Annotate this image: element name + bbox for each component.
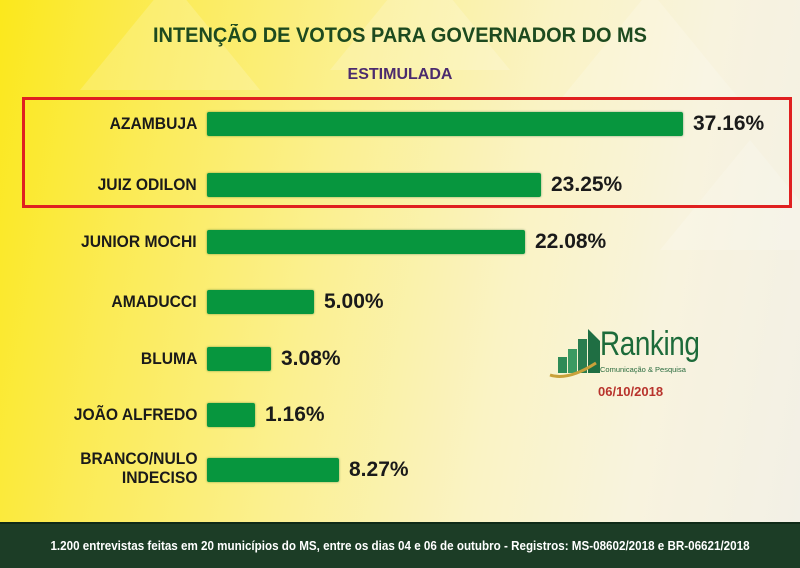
bar-value: 23.25% [551, 173, 623, 196]
bar-row-amaducci: AMADUCCI 5.00% [0, 289, 800, 315]
bar-value: 8.27% [349, 458, 409, 481]
chart-title: INTENÇÃO DE VOTOS PARA GOVERNADOR DO MS [153, 24, 647, 47]
bar-row-juiz-odilon: JUIZ ODILON 23.25% [0, 172, 800, 198]
bar-label: BRANCO/NULO INDECISO [80, 449, 197, 491]
footer-note: 1.200 entrevistas feitas em 20 município… [50, 539, 750, 553]
bar-row-joao-alfredo: JOÃO ALFREDO 1.16% [0, 402, 800, 428]
survey-date: 06/10/2018 [598, 384, 664, 399]
bar-row-bluma: BLUMA 3.08% [0, 346, 800, 372]
chart-subtitle: ESTIMULADA [347, 66, 453, 83]
bar-value: 1.16% [265, 403, 325, 426]
highlight-box [22, 97, 792, 208]
background-shape [330, 0, 510, 70]
bar-label: BLUMA [140, 349, 197, 368]
bar [207, 458, 339, 482]
bar [207, 112, 683, 136]
bar [207, 347, 271, 371]
bar-value: 5.00% [324, 290, 384, 313]
bar-value: 3.08% [281, 347, 341, 370]
bar-value: 37.16% [693, 112, 765, 135]
bar-label: AZAMBUJA [109, 114, 197, 133]
background-shape [660, 140, 800, 250]
bar-label: JOÃO ALFREDO [73, 405, 197, 424]
bar [207, 173, 541, 197]
bar-row-junior-mochi: JUNIOR MOCHI 22.08% [0, 229, 800, 255]
bar-label: JUIZ ODILON [97, 175, 197, 194]
bar [207, 230, 525, 254]
bar-label: JUNIOR MOCHI [81, 232, 197, 251]
background-shape [80, 0, 260, 90]
bar-label-line: BRANCO/NULO [79, 449, 197, 468]
ranking-logo: Ranking Comunicação & Pesquisa [548, 325, 728, 385]
footer-bar: 1.200 entrevistas feitas em 20 município… [0, 522, 800, 568]
bar-row-branco-nulo-indeciso: BRANCO/NULO INDECISO 8.27% [0, 449, 800, 487]
logo-chart-icon [549, 329, 600, 378]
bar [207, 403, 255, 427]
bar-value: 22.08% [535, 230, 607, 253]
bar-row-azambuja: AZAMBUJA 37.16% [0, 111, 800, 137]
logo-name: Ranking [600, 325, 700, 363]
bar-label: AMADUCCI [111, 292, 197, 311]
logo-tagline: Comunicação & Pesquisa [600, 365, 686, 374]
background-shape [560, 0, 740, 100]
bar [207, 290, 314, 314]
bar-label-line: INDECISO [121, 468, 197, 487]
